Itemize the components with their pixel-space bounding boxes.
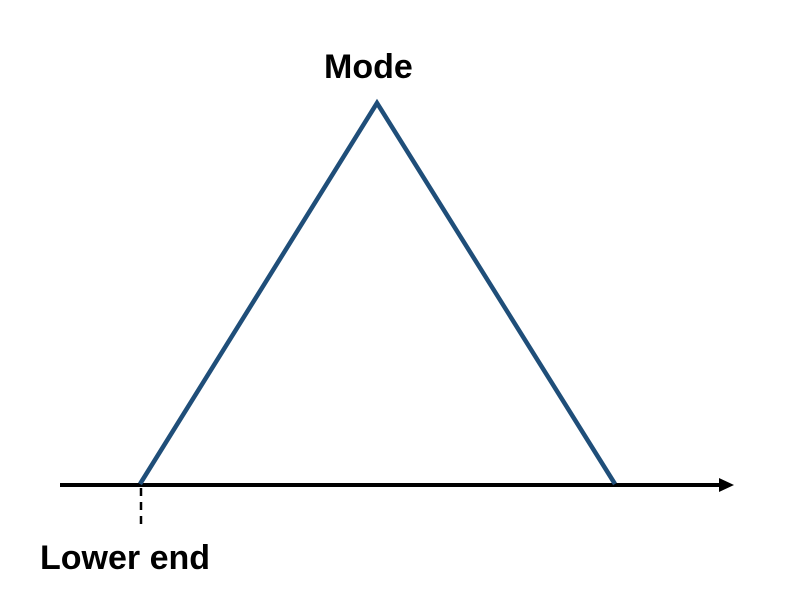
mode-label: Mode <box>324 48 413 86</box>
lower-end-label: Lower end <box>40 539 211 577</box>
axis-arrowhead <box>719 478 734 492</box>
triangle-outline <box>138 98 617 486</box>
